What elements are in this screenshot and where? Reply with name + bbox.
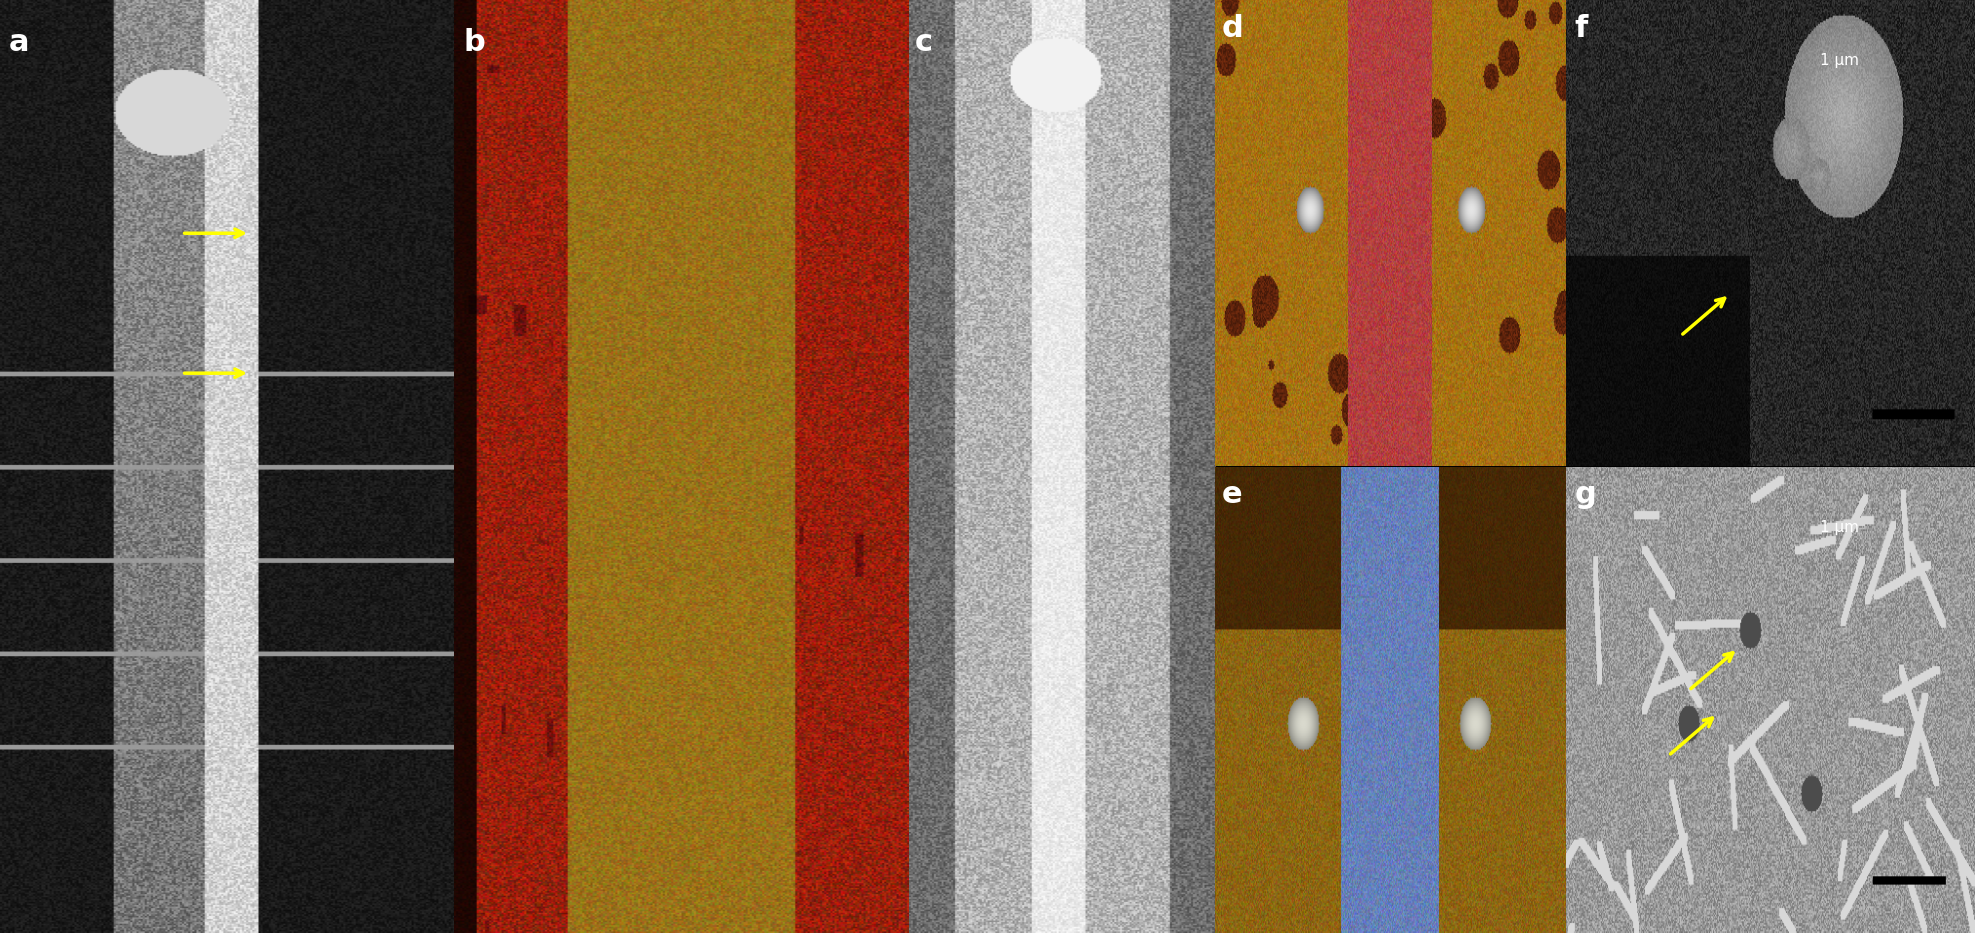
Text: 1 μm: 1 μm [1819,520,1858,535]
Text: b: b [464,28,486,57]
Text: c: c [914,28,932,57]
Text: d: d [1223,14,1244,43]
Text: 1 μm: 1 μm [1819,53,1858,68]
Text: a: a [10,28,30,57]
Text: g: g [1574,480,1596,509]
Text: f: f [1574,14,1588,43]
Text: e: e [1223,480,1242,509]
